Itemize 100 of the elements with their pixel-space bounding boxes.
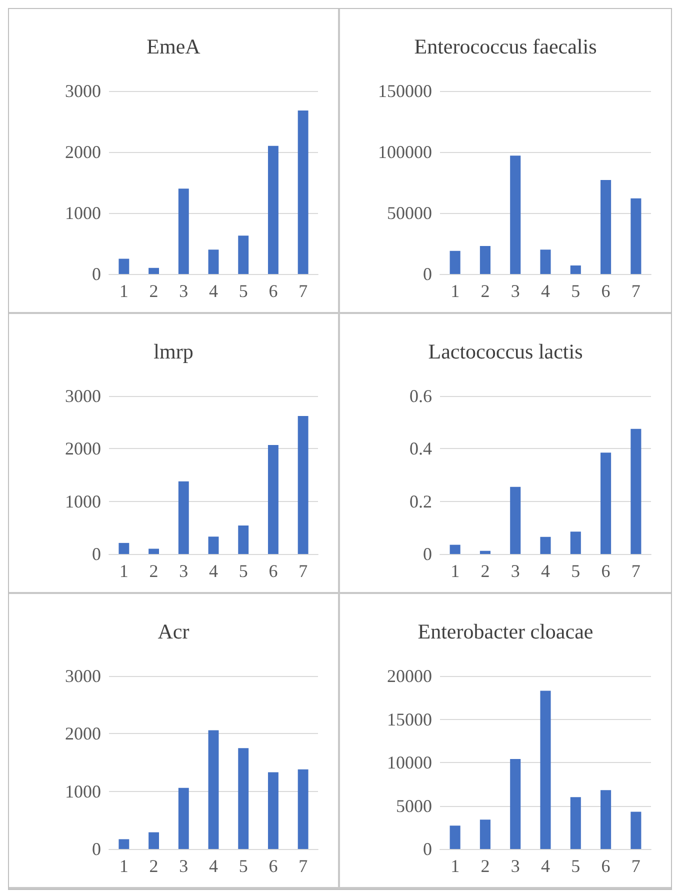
bar [600,180,612,274]
x-tick-label: 7 [298,856,308,876]
bar [630,428,642,554]
bar [118,839,130,849]
bar [268,444,278,554]
y-tick-label: 1000 [65,203,101,223]
x-tick-label: 7 [631,856,640,876]
bar [480,246,490,274]
x-tick-label: 1 [450,856,460,876]
bar [208,730,219,849]
bar [570,532,581,554]
chart-title: Enterococcus faecalis [414,34,597,58]
bar [480,820,490,849]
bar [238,526,249,554]
x-tick-label: 6 [601,561,610,581]
bar [178,788,189,849]
x-tick-label: 6 [601,856,610,876]
x-tick-label: 7 [298,281,308,301]
bar [268,772,278,849]
x-tick-label: 4 [209,856,218,876]
bar [208,250,219,274]
y-tick-label: 150000 [378,81,432,101]
x-tick-label: 6 [268,856,278,876]
x-tick-label: 2 [480,281,490,301]
bar [540,690,551,849]
bar [178,481,189,554]
x-tick-label: 5 [571,281,580,301]
x-tick-label: 3 [510,856,520,876]
x-tick-label: 2 [149,561,158,581]
y-tick-label: 2000 [65,724,101,744]
bar [118,542,130,554]
x-tick-label: 7 [631,561,640,581]
x-tick-label: 2 [480,561,490,581]
bar [238,748,249,849]
bar [510,486,521,554]
bar [450,544,460,554]
x-tick-label: 1 [119,561,128,581]
bar [148,548,160,554]
x-tick-label: 1 [119,856,128,876]
y-tick-label: 15000 [387,709,432,730]
y-tick-label: 0 [423,839,432,859]
bar [630,812,642,849]
y-tick-label: 0.6 [410,386,432,406]
y-tick-label: 5000 [396,796,432,816]
bar [118,258,130,274]
bar [630,198,642,274]
chart-title: lmrp [154,340,194,364]
bar [238,236,249,274]
x-tick-label: 1 [450,281,460,301]
bar [570,265,581,274]
y-tick-label: 0 [423,264,432,284]
x-tick-label: 1 [119,281,128,301]
y-tick-label: 2000 [65,142,101,162]
chart-title: Lactococcus lactis [428,340,583,364]
y-tick-label: 3000 [65,386,101,406]
y-tick-label: 0.4 [410,438,432,459]
x-tick-label: 4 [541,856,550,876]
x-tick-label: 5 [238,281,248,301]
x-tick-label: 3 [510,561,520,581]
y-tick-label: 3000 [65,81,101,101]
x-tick-label: 4 [541,561,550,581]
bar [480,550,490,554]
y-tick-label: 0.2 [410,491,432,512]
y-tick-label: 1000 [65,491,101,512]
x-tick-label: 3 [179,856,188,876]
bar [570,797,581,849]
y-tick-label: 50000 [387,203,432,223]
bar [298,110,308,274]
x-tick-label: 2 [149,281,158,301]
x-tick-label: 2 [480,856,490,876]
x-tick-label: 3 [179,561,188,581]
y-tick-label: 1000 [65,781,101,802]
x-tick-label: 6 [601,281,610,301]
bar [450,826,460,849]
y-tick-label: 20000 [387,666,432,686]
y-tick-label: 0 [92,544,101,564]
y-tick-label: 0 [423,544,432,564]
y-tick-label: 0 [92,839,101,859]
bar [600,790,612,849]
x-tick-label: 3 [510,281,520,301]
bar [208,536,219,554]
x-tick-label: 5 [571,561,580,581]
y-tick-label: 100000 [378,142,432,162]
bar [540,536,551,554]
bar [510,759,521,849]
chart-title: Acr [158,620,190,644]
bar [148,268,160,274]
bar [268,146,278,274]
bar [540,250,551,274]
x-tick-label: 4 [209,561,218,581]
chart-title: Enterobacter cloacae [418,620,594,644]
x-tick-label: 4 [209,281,218,301]
y-tick-label: 3000 [65,666,101,686]
x-tick-label: 6 [268,561,278,581]
bar [298,416,308,554]
x-tick-label: 3 [179,281,188,301]
x-tick-label: 1 [450,561,460,581]
y-tick-label: 2000 [65,438,101,459]
bar [450,250,460,274]
bar [298,769,308,849]
